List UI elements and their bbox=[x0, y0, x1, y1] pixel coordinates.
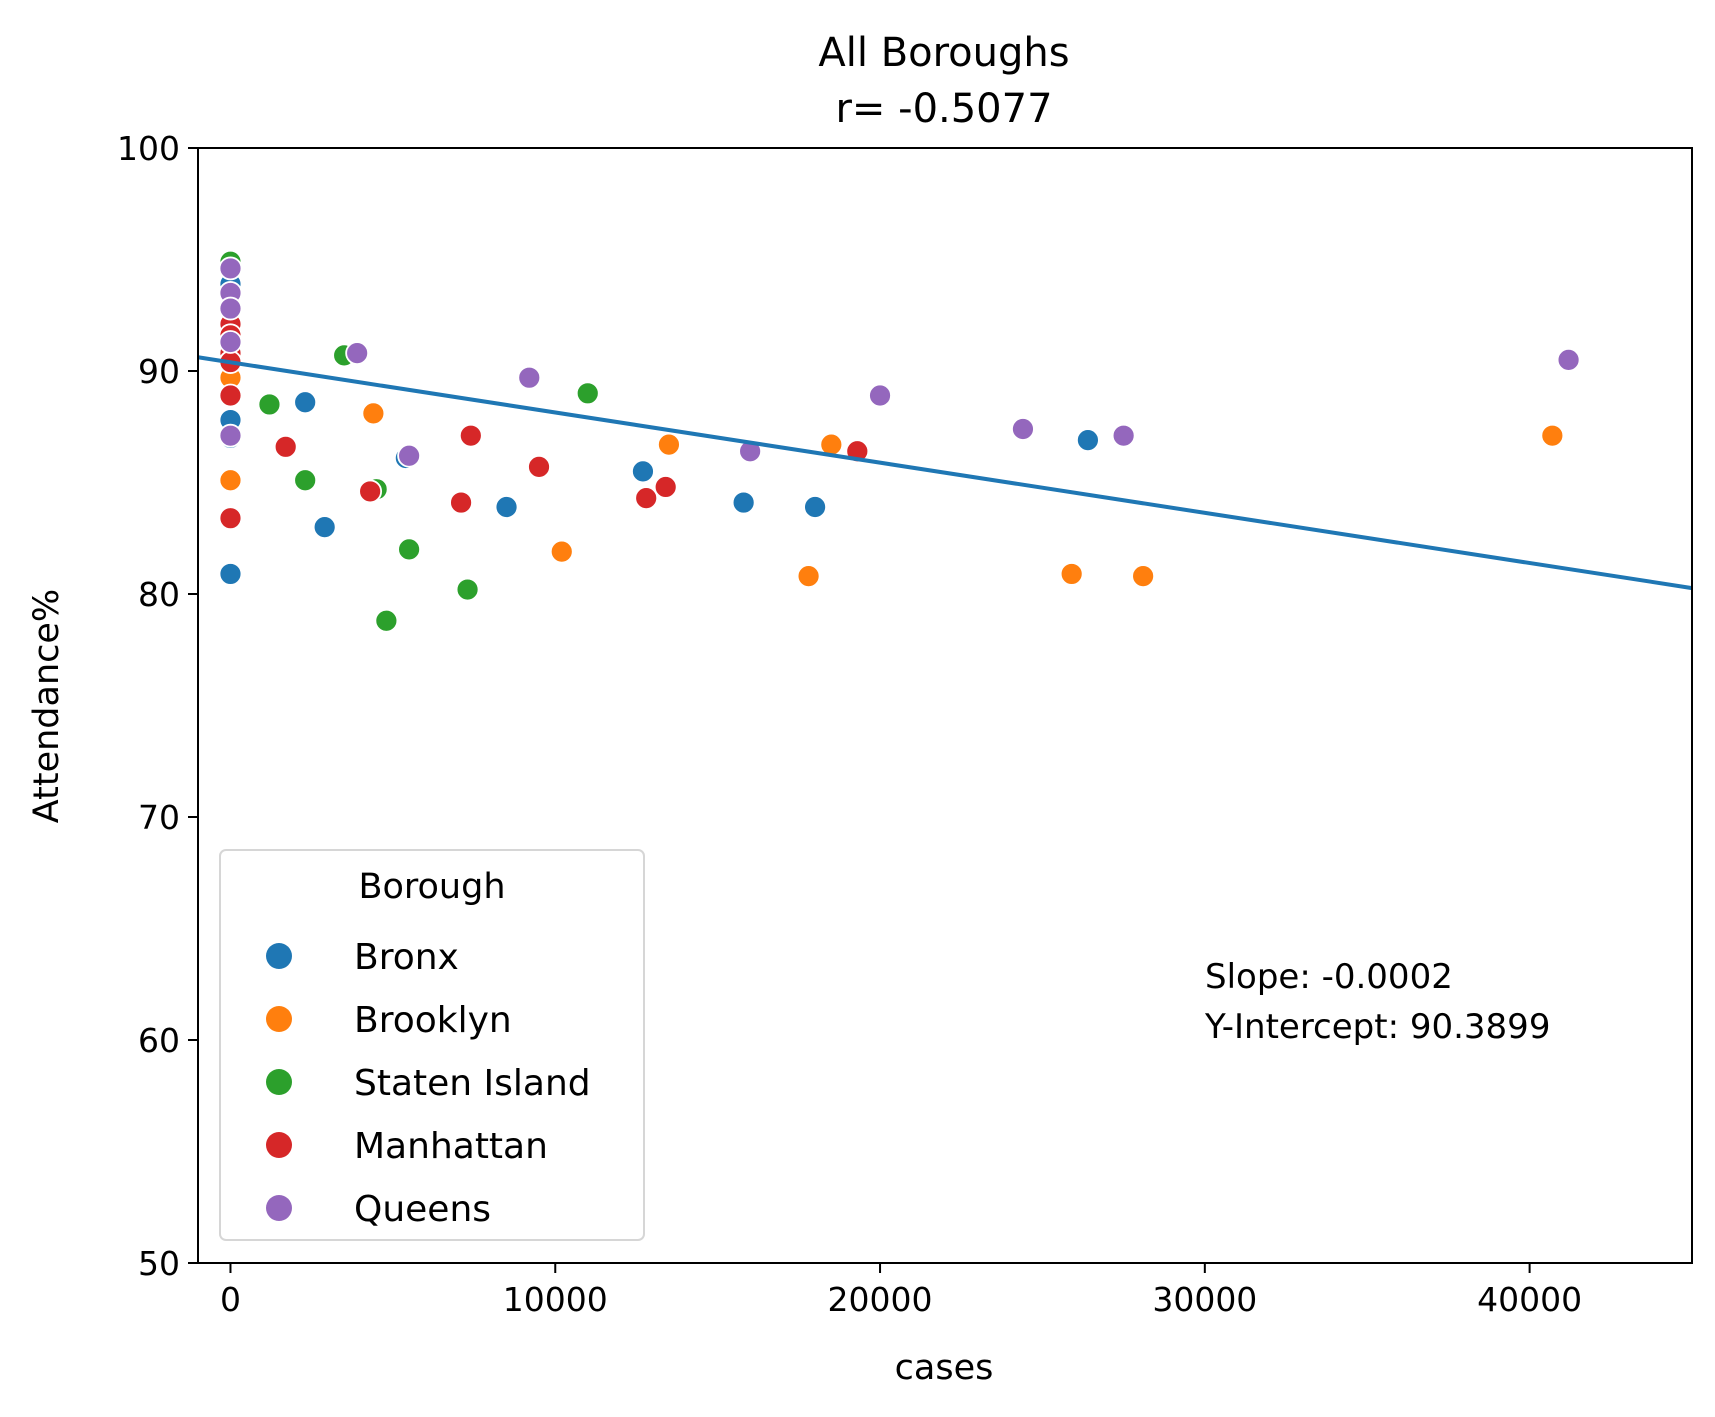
data-point bbox=[517, 365, 542, 390]
regression-line bbox=[197, 355, 1693, 591]
data-point bbox=[549, 539, 574, 564]
data-point bbox=[218, 423, 243, 448]
legend-label: Staten Island bbox=[354, 1063, 591, 1104]
series-brooklyn bbox=[218, 325, 1565, 589]
x-tick-label: 10000 bbox=[503, 1280, 608, 1319]
x-tick-label: 30000 bbox=[1152, 1280, 1257, 1319]
legend-marker bbox=[266, 1006, 292, 1032]
data-point bbox=[657, 432, 681, 457]
data-point bbox=[218, 383, 243, 408]
data-point bbox=[397, 443, 422, 468]
data-point bbox=[494, 495, 519, 519]
legend-label: Manhattan bbox=[354, 1126, 548, 1167]
data-point bbox=[868, 383, 892, 408]
data-point bbox=[218, 330, 243, 354]
slope-annotation: Slope: -0.0002 bbox=[1205, 957, 1453, 997]
x-tick-label: 40000 bbox=[1477, 1280, 1582, 1319]
annotation: Slope: -0.0002 Y-Intercept: 90.3899 bbox=[1204, 957, 1550, 1047]
legend: Borough Bronx Brooklyn Staten Island Manhat… bbox=[219, 849, 645, 1241]
legend-label: Bronx bbox=[354, 937, 459, 978]
data-point bbox=[458, 423, 483, 448]
legend-item: Staten Island bbox=[266, 1063, 591, 1104]
data-point bbox=[1111, 423, 1136, 448]
data-point bbox=[796, 564, 821, 589]
data-point bbox=[1011, 417, 1035, 441]
legend-marker bbox=[266, 943, 292, 969]
x-tick-label: 20000 bbox=[828, 1280, 933, 1319]
data-point bbox=[731, 490, 756, 515]
intercept-annotation: Y-Intercept: 90.3899 bbox=[1204, 1007, 1550, 1047]
data-point bbox=[653, 475, 678, 499]
legend-marker bbox=[266, 1195, 292, 1221]
data-point bbox=[1131, 564, 1156, 589]
data-point bbox=[312, 515, 337, 539]
plot-frame bbox=[197, 147, 1693, 1264]
data-point bbox=[345, 341, 370, 366]
regression-line-layer bbox=[197, 355, 1693, 591]
data-point bbox=[455, 577, 480, 602]
data-point bbox=[218, 296, 243, 321]
legend-item: Brooklyn bbox=[266, 1000, 512, 1041]
chart-title: All Boroughs bbox=[818, 30, 1069, 76]
legend-marker bbox=[266, 1132, 292, 1158]
data-point bbox=[361, 401, 386, 426]
data-point bbox=[257, 392, 282, 417]
data-point bbox=[358, 479, 383, 504]
data-point bbox=[218, 468, 243, 493]
x-axis-label: cases bbox=[895, 1348, 994, 1388]
y-axis-label: Attendance% bbox=[27, 589, 67, 823]
data-point bbox=[803, 495, 827, 519]
data-point bbox=[1540, 423, 1565, 448]
series-manhattan bbox=[218, 312, 870, 531]
data-point bbox=[1556, 347, 1581, 372]
data-point bbox=[527, 454, 551, 479]
data-point bbox=[575, 381, 600, 406]
legend-item: Manhattan bbox=[266, 1126, 548, 1167]
data-point bbox=[449, 490, 473, 515]
data-point bbox=[293, 468, 318, 493]
legend-item: Bronx bbox=[266, 937, 459, 978]
data-point bbox=[631, 459, 655, 484]
legend-label: Queens bbox=[354, 1189, 491, 1230]
legend-frame bbox=[219, 849, 645, 1241]
axes: 0 10000 20000 30000 40000 50 60 70 80 90 100 bbox=[117, 129, 1693, 1319]
series-queens bbox=[218, 256, 1581, 468]
data-point bbox=[1076, 428, 1100, 453]
y-tick-label: 50 bbox=[138, 1244, 180, 1283]
y-tick-label: 90 bbox=[138, 352, 180, 391]
data-point bbox=[273, 434, 298, 459]
data-point bbox=[397, 537, 422, 562]
data-point bbox=[634, 486, 659, 511]
legend-item: Queens bbox=[266, 1189, 491, 1230]
legend-title: Borough bbox=[358, 867, 505, 907]
data-points bbox=[218, 249, 1581, 633]
chart-subtitle: r= -0.5077 bbox=[835, 86, 1052, 132]
y-tick-label: 100 bbox=[117, 129, 180, 168]
x-tick-label: 0 bbox=[220, 1280, 241, 1319]
data-point bbox=[374, 608, 399, 633]
legend-marker bbox=[266, 1069, 292, 1095]
legend-label: Brooklyn bbox=[354, 1000, 512, 1041]
data-point bbox=[293, 390, 318, 415]
y-tick-label: 60 bbox=[138, 1021, 180, 1060]
data-point bbox=[218, 506, 243, 531]
y-tick-label: 70 bbox=[138, 798, 180, 837]
data-point bbox=[218, 562, 243, 586]
data-point bbox=[218, 256, 243, 281]
data-point bbox=[1059, 562, 1084, 586]
data-point bbox=[738, 439, 763, 464]
y-tick-label: 80 bbox=[138, 575, 180, 614]
